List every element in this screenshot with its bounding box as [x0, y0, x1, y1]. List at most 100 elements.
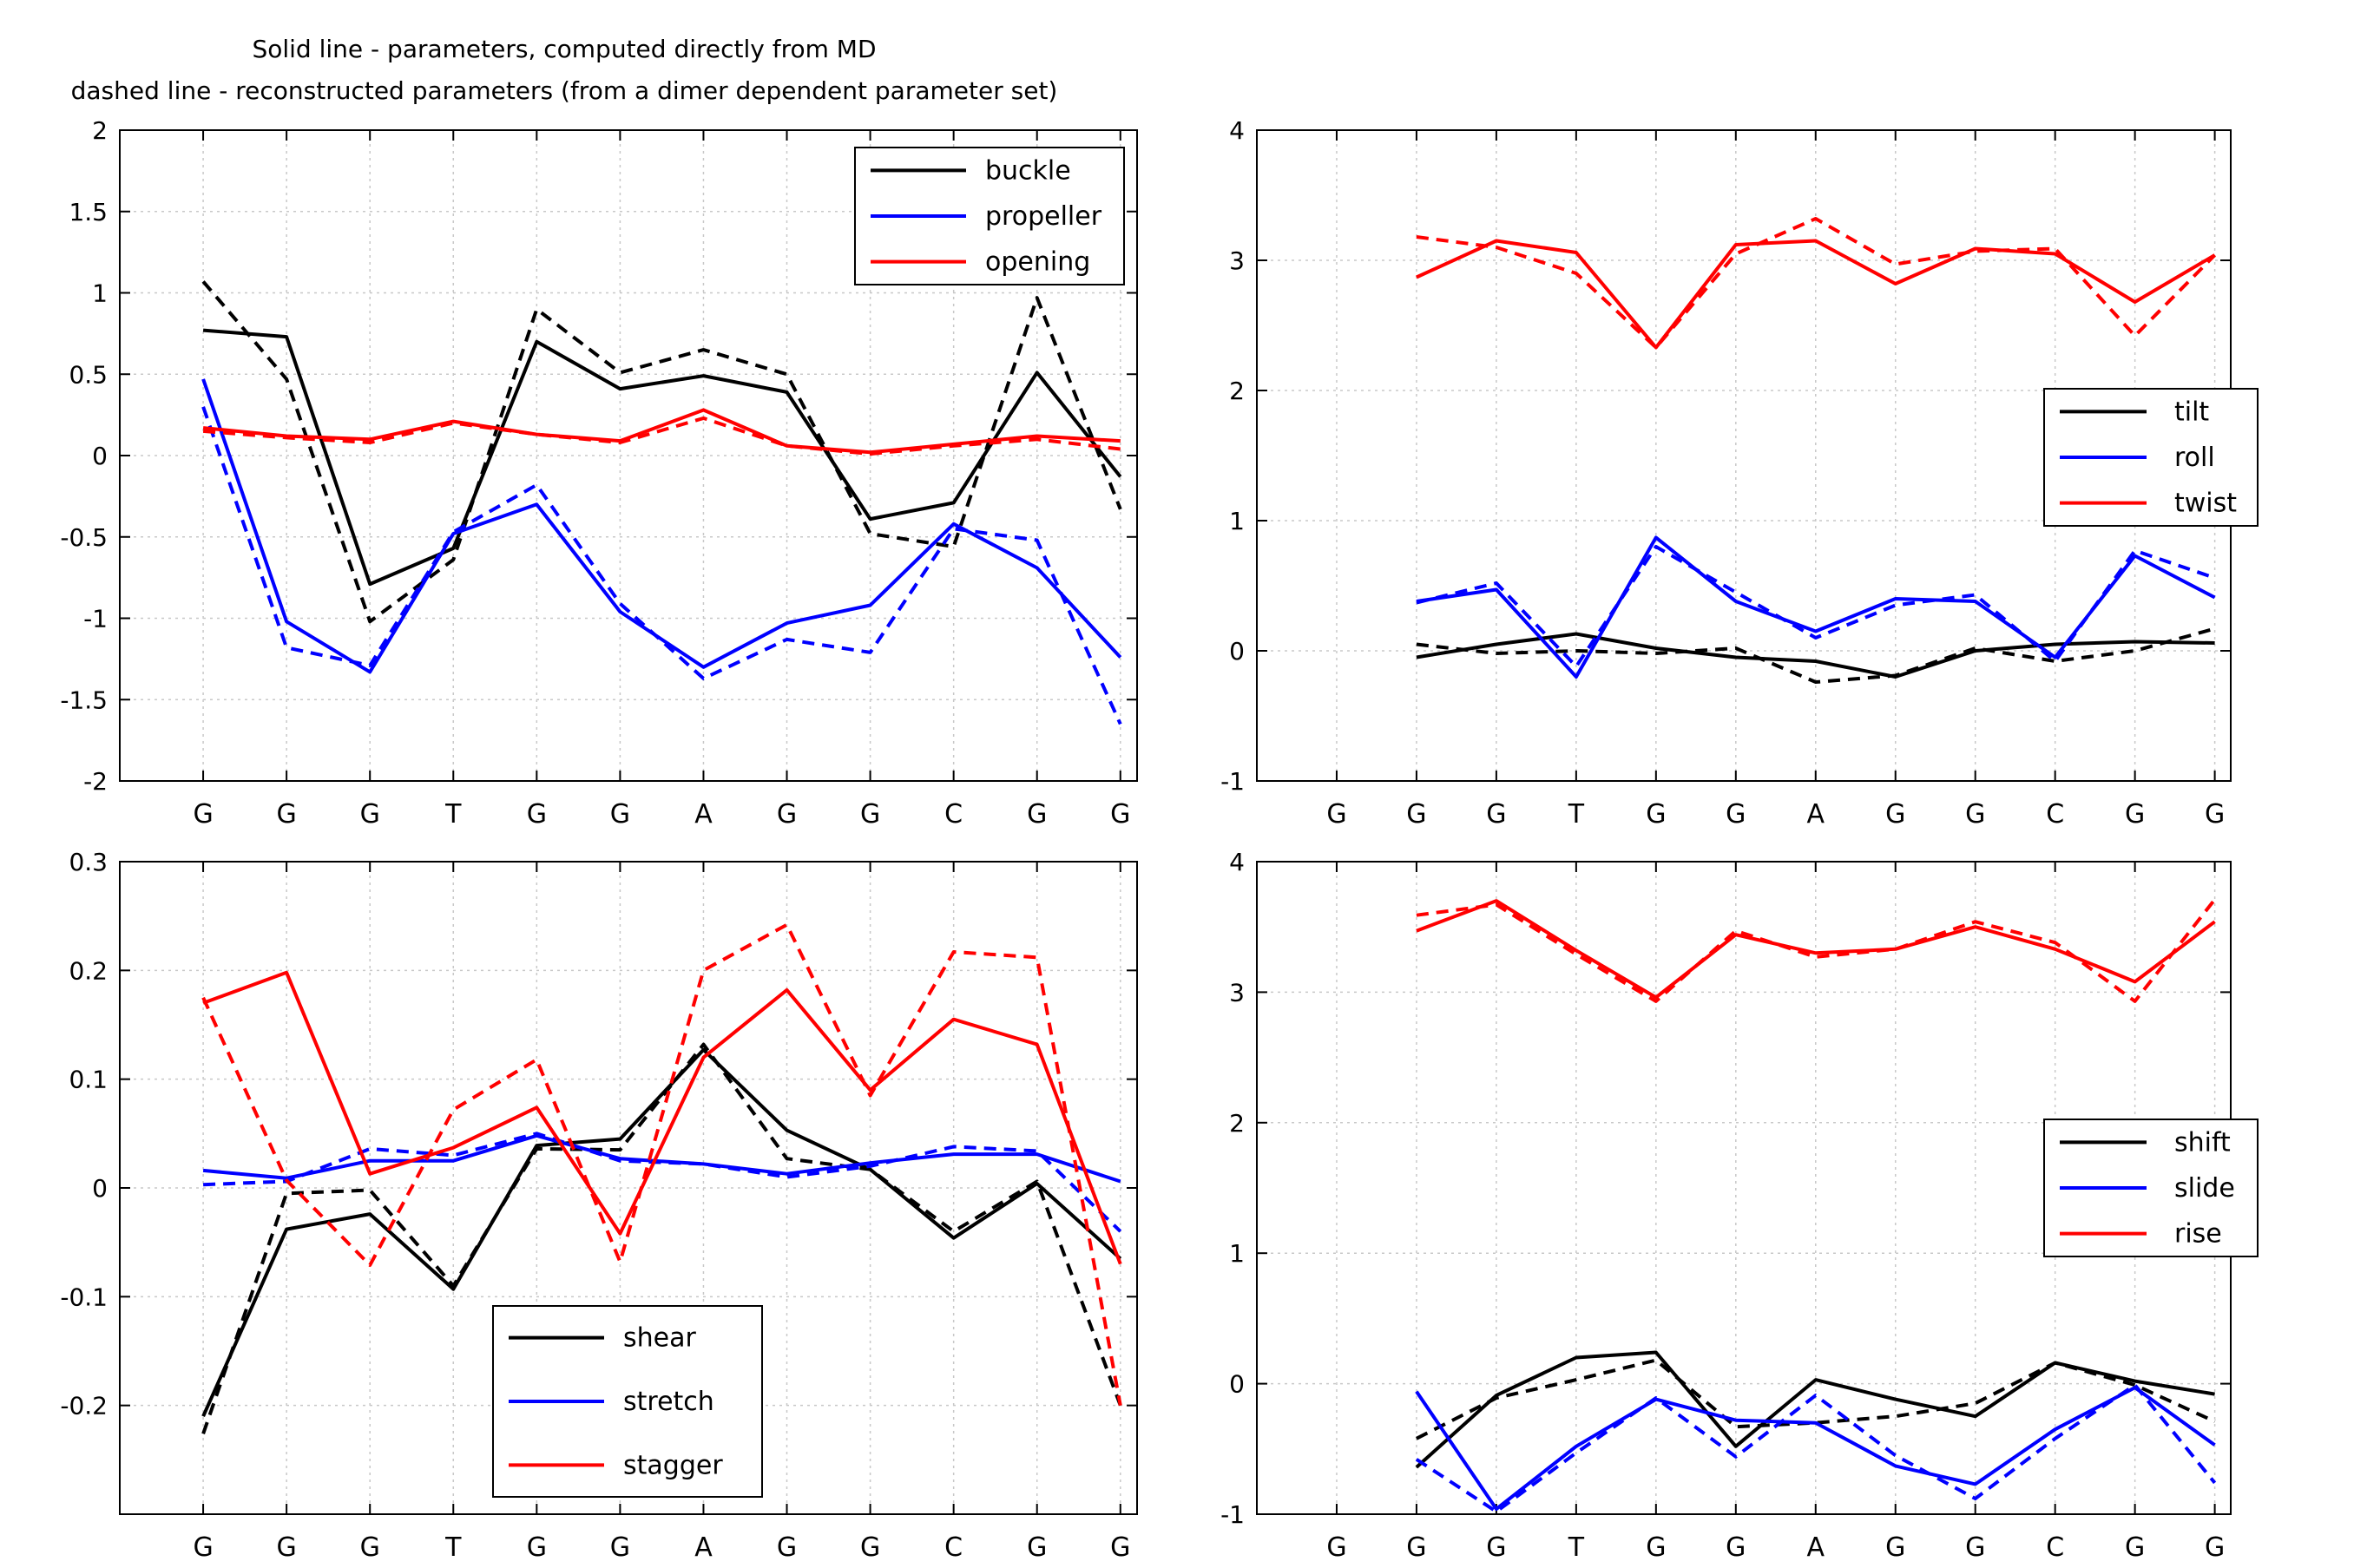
series-line-tilt-dashed	[1416, 627, 2216, 684]
x-tick-label: C	[944, 799, 963, 830]
legend-label-roll: roll	[2174, 443, 2215, 473]
legend-label-tilt: tilt	[2174, 397, 2209, 427]
x-tick-label: C	[944, 1532, 963, 1563]
y-tick-label: 0	[92, 442, 108, 470]
x-tick-label: T	[444, 799, 462, 830]
y-tick-label: 4	[1229, 848, 1245, 876]
x-tick-label: G	[193, 799, 213, 830]
x-tick-label: G	[527, 1532, 547, 1563]
x-tick-label: G	[2205, 799, 2225, 830]
x-tick-label: G	[1885, 799, 1905, 830]
y-tick-label: 0	[1229, 1370, 1245, 1399]
y-tick-label: 1	[92, 279, 108, 308]
y-tick-label: 4	[1229, 116, 1245, 145]
x-tick-label: G	[1326, 1532, 1346, 1563]
x-tick-label: G	[1486, 799, 1506, 830]
series-line-rise-solid	[1416, 899, 2216, 1000]
x-tick-label: G	[777, 799, 797, 830]
legend-label-slide: slide	[2174, 1173, 2235, 1204]
y-tick-label: -1.5	[60, 686, 108, 714]
x-tick-label: G	[1726, 799, 1746, 830]
title-line-2: dashed line - reconstructed parameters (…	[70, 76, 1058, 105]
series-line-slide-solid	[1415, 1386, 2216, 1511]
x-tick-label: G	[1646, 1532, 1666, 1563]
x-tick-label: G	[1486, 1532, 1506, 1563]
y-tick-label: -0.2	[60, 1392, 108, 1420]
x-tick-label: G	[1885, 1532, 1905, 1563]
x-tick-label: T	[1568, 799, 1585, 830]
x-tick-label: G	[2205, 1532, 2225, 1563]
series-line-twist-solid	[1416, 239, 2216, 350]
x-tick-label: G	[2125, 1532, 2145, 1563]
legend-label-stagger: stagger	[623, 1450, 723, 1480]
y-tick-label: 1	[1229, 1239, 1245, 1268]
x-tick-label: A	[1807, 799, 1825, 830]
x-tick-label: A	[694, 799, 713, 830]
y-tick-label: -2	[83, 767, 108, 796]
x-tick-label: G	[1027, 1532, 1047, 1563]
y-tick-label: 2	[1229, 1109, 1245, 1138]
x-tick-label: G	[610, 1532, 630, 1563]
x-tick-label: G	[1646, 799, 1666, 830]
x-tick-label: G	[193, 1532, 213, 1563]
x-tick-label: G	[1406, 799, 1426, 830]
series-line-buckle-dashed	[201, 280, 1122, 624]
y-tick-label: -0.1	[60, 1283, 108, 1311]
series-line-shear-solid	[201, 1047, 1122, 1418]
x-tick-label: G	[1726, 1532, 1746, 1563]
legend-label-rise: rise	[2174, 1219, 2222, 1250]
series-line-rise-dashed	[1416, 898, 2217, 1003]
x-tick-label: G	[360, 799, 380, 830]
legend-label-opening: opening	[985, 247, 1090, 278]
y-tick-label: 1.5	[69, 198, 108, 226]
series-line-tilt-solid	[1416, 632, 2215, 679]
series-line-roll-dashed	[1416, 545, 2216, 668]
y-tick-label: 0	[92, 1174, 108, 1203]
x-tick-label: G	[1110, 1532, 1130, 1563]
x-tick-label: G	[1965, 1532, 1985, 1563]
x-tick-label: G	[860, 799, 880, 830]
series-line-shift-dashed	[1415, 1358, 2216, 1440]
series-line-opening-dashed	[202, 416, 1121, 456]
legend-label-buckle: buckle	[985, 155, 1071, 186]
legend-label-shift: shift	[2174, 1127, 2231, 1158]
x-tick-label: G	[277, 1532, 297, 1563]
y-tick-label: 0.2	[69, 956, 108, 985]
x-tick-label: G	[2125, 799, 2145, 830]
legend-label-stretch: stretch	[623, 1387, 714, 1417]
legend-label-twist: twist	[2174, 489, 2237, 519]
legend-label-shear: shear	[623, 1323, 696, 1354]
x-tick-label: A	[1807, 1532, 1825, 1563]
y-tick-label: 0.3	[69, 848, 108, 876]
legend: shift slide rise	[2043, 1119, 2259, 1257]
y-tick-label: -0.5	[60, 523, 108, 552]
x-tick-label: G	[860, 1532, 880, 1563]
x-tick-label: G	[1406, 1532, 1426, 1563]
legend: shear stretch stagger	[492, 1305, 763, 1498]
x-tick-label: T	[444, 1532, 462, 1563]
x-tick-label: C	[2046, 1532, 2064, 1563]
y-tick-label: -1	[1220, 767, 1245, 796]
series-line-shift-solid	[1415, 1350, 2215, 1469]
series-line-slide-dashed	[1415, 1383, 2217, 1513]
series-line-twist-dashed	[1416, 217, 2217, 350]
series-line-stagger-dashed	[201, 922, 1122, 1407]
x-tick-label: G	[610, 799, 630, 830]
series-line-propeller-dashed	[201, 406, 1122, 725]
x-tick-label: G	[1326, 799, 1346, 830]
y-tick-label: 0.5	[69, 360, 108, 389]
legend: tilt roll twist	[2043, 388, 2259, 527]
series-line-stretch-solid	[202, 1133, 1121, 1184]
y-tick-label: 0	[1229, 637, 1245, 666]
x-tick-label: G	[1027, 799, 1047, 830]
y-tick-label: 0.1	[69, 1066, 108, 1094]
x-tick-label: G	[1965, 799, 1985, 830]
x-tick-label: A	[694, 1532, 713, 1563]
title-line-1: Solid line - parameters, computed direct…	[252, 35, 877, 63]
x-tick-label: G	[277, 799, 297, 830]
